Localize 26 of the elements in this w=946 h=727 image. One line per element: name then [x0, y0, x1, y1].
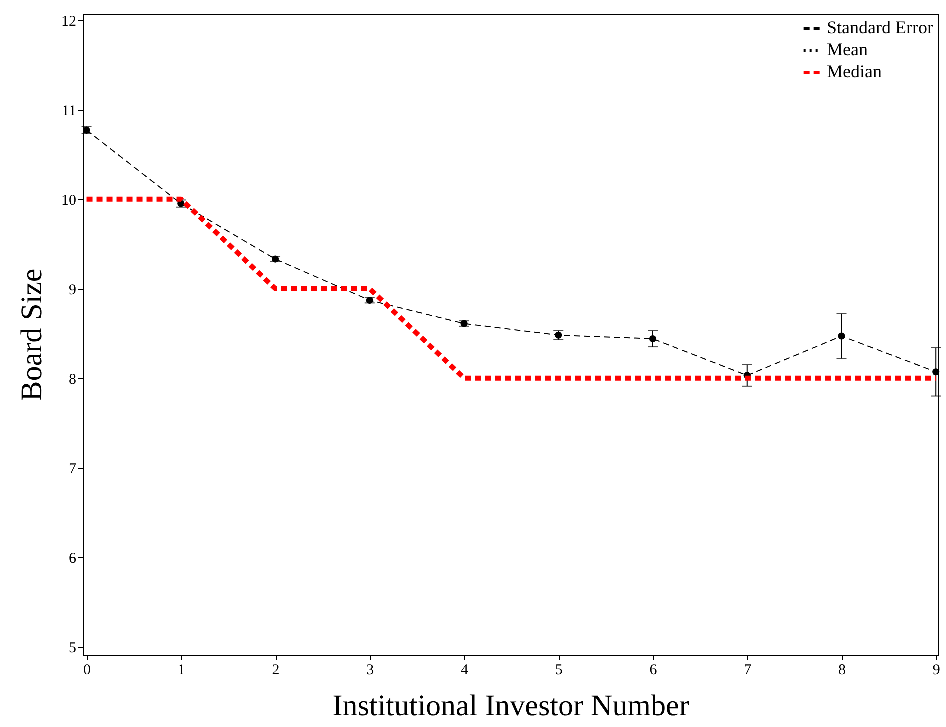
x-axis-title: Institutional Investor Number: [332, 690, 690, 722]
x-tick-label: 6: [650, 662, 658, 678]
legend-label: Standard Error: [827, 18, 934, 38]
x-tick-label: 7: [744, 662, 752, 678]
x-tick-label: 4: [461, 662, 470, 678]
legend-label: Mean: [827, 40, 868, 60]
y-tick-label: 6: [69, 550, 77, 567]
x-tick-label: 1: [178, 662, 186, 678]
y-tick-label: 12: [62, 14, 76, 30]
y-tick-label: 8: [69, 372, 76, 388]
x-tick-label: 5: [555, 662, 563, 678]
x-tick-label: 9: [932, 662, 940, 678]
y-tick-label: 11: [62, 103, 76, 120]
legend-label: Median: [827, 62, 882, 82]
y-tick-label: 5: [69, 640, 76, 656]
point: [649, 335, 657, 343]
x-tick-label: 8: [838, 662, 846, 678]
x-tick-label: 0: [84, 662, 92, 678]
point: [932, 368, 940, 376]
point: [838, 332, 846, 340]
y-tick-label: 7: [69, 461, 77, 478]
y-axis-title: Board Size: [16, 268, 48, 402]
y-tick-label: 10: [62, 192, 76, 209]
x-tick-label: 3: [366, 662, 374, 678]
y-tick-label: 9: [69, 282, 76, 298]
x-tick-label: 2: [272, 662, 280, 678]
